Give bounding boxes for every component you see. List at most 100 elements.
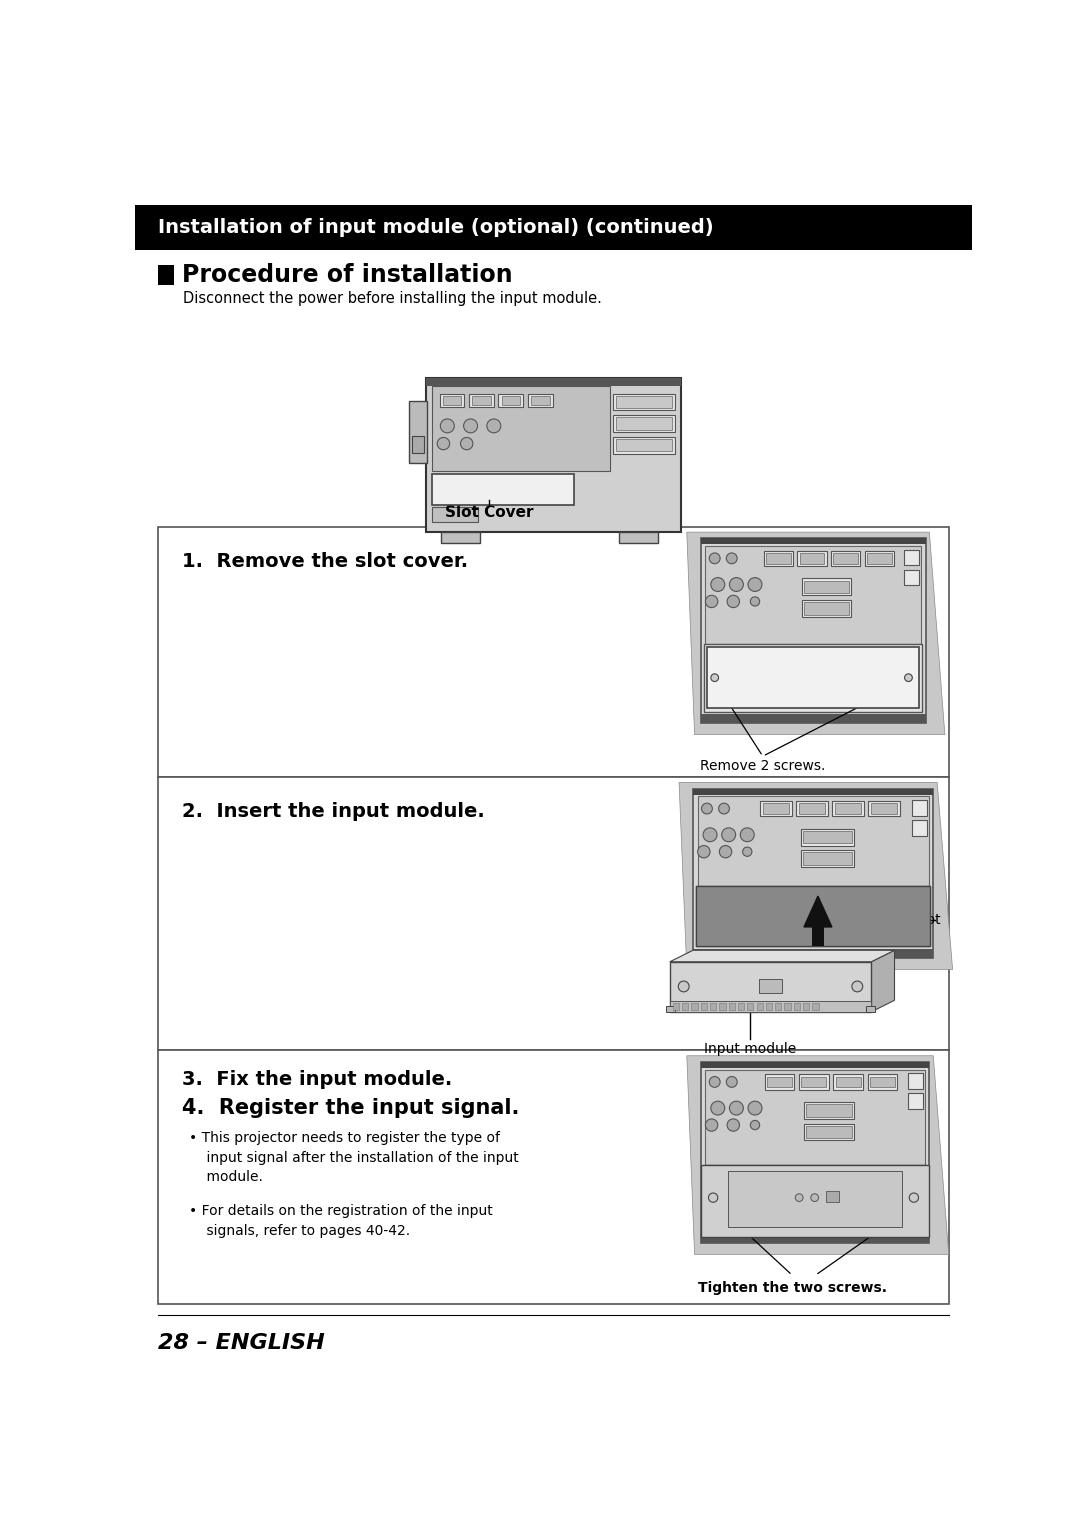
Bar (432, 386, 610, 471)
Bar (499, 394, 524, 408)
Bar (764, 550, 793, 567)
Bar (804, 1003, 809, 1011)
Bar (867, 553, 892, 564)
Bar (159, 527, 948, 777)
Circle shape (748, 577, 762, 591)
Text: Remove 2 screws.: Remove 2 screws. (700, 759, 825, 773)
Bar (797, 550, 826, 567)
Bar (701, 538, 926, 723)
Circle shape (909, 1192, 918, 1203)
Bar (801, 850, 854, 867)
Bar (904, 570, 919, 585)
Bar (798, 803, 825, 814)
Circle shape (729, 1101, 743, 1115)
Bar (801, 1077, 826, 1088)
Circle shape (751, 1121, 759, 1130)
Bar (766, 1003, 772, 1011)
Bar (673, 1003, 679, 1011)
Circle shape (705, 595, 718, 608)
Bar (835, 803, 861, 814)
Text: Procedure of installation: Procedure of installation (181, 264, 512, 286)
Bar (801, 829, 854, 845)
Bar (670, 962, 872, 1012)
Bar (701, 1165, 930, 1238)
Bar (432, 506, 478, 523)
Bar (738, 1003, 744, 1011)
Bar (697, 886, 930, 947)
Bar (867, 1074, 897, 1089)
Circle shape (710, 1077, 720, 1088)
Bar (826, 1191, 839, 1203)
Circle shape (852, 982, 863, 992)
Bar (469, 394, 494, 408)
Text: Disconnect the power before installing the input module.: Disconnect the power before installing t… (183, 291, 602, 306)
Circle shape (710, 553, 720, 564)
Bar (501, 395, 521, 405)
Bar (159, 777, 948, 1050)
Bar (426, 379, 681, 386)
Bar (159, 1050, 948, 1304)
Bar (693, 789, 933, 957)
Text: 2.  Insert the input module.: 2. Insert the input module. (181, 801, 484, 821)
Text: Slot: Slot (914, 914, 941, 927)
Circle shape (708, 1192, 718, 1203)
Bar (683, 1003, 688, 1011)
Polygon shape (670, 950, 894, 962)
Text: Tighten the two screws.: Tighten the two screws. (698, 1280, 887, 1294)
Bar (707, 647, 919, 709)
Bar (701, 1003, 707, 1011)
Circle shape (437, 438, 449, 450)
Bar (805, 603, 849, 615)
Bar (870, 1077, 895, 1088)
Bar (760, 801, 792, 817)
Text: 4.  Register the input signal.: 4. Register the input signal. (181, 1098, 518, 1118)
Bar (767, 1077, 792, 1088)
Circle shape (740, 827, 754, 842)
Bar (866, 1006, 875, 1012)
Bar (698, 797, 929, 886)
Bar (472, 395, 490, 405)
Bar (796, 801, 827, 817)
Circle shape (463, 420, 477, 433)
Circle shape (905, 674, 913, 682)
Circle shape (718, 803, 729, 814)
Bar (705, 1070, 924, 1165)
Bar (719, 1003, 726, 1011)
Text: Input module: Input module (704, 1042, 796, 1056)
Bar (701, 1062, 930, 1068)
Bar (759, 979, 782, 992)
Circle shape (711, 577, 725, 591)
Bar (912, 800, 927, 815)
Bar (801, 579, 851, 595)
Bar (619, 532, 658, 542)
Bar (159, 265, 174, 285)
Bar (904, 550, 919, 565)
Bar (907, 1094, 923, 1109)
Polygon shape (872, 950, 894, 1012)
Polygon shape (804, 897, 832, 927)
Circle shape (711, 674, 718, 682)
Bar (868, 801, 900, 817)
Bar (765, 1074, 795, 1089)
Bar (704, 644, 922, 712)
Bar (617, 418, 672, 430)
Bar (701, 714, 926, 723)
Circle shape (743, 847, 752, 856)
Bar (704, 1165, 927, 1232)
Bar (528, 394, 553, 408)
Bar (531, 395, 550, 405)
Bar (804, 1101, 854, 1120)
Circle shape (702, 803, 713, 814)
Bar (617, 395, 672, 408)
Bar (729, 1003, 734, 1011)
Circle shape (460, 438, 473, 450)
Bar (812, 927, 824, 947)
Bar (408, 401, 428, 464)
Bar (670, 1001, 872, 1012)
Circle shape (727, 553, 738, 564)
Bar (766, 553, 791, 564)
Bar (801, 600, 851, 617)
Bar (784, 1003, 791, 1011)
Text: Slot Cover: Slot Cover (445, 506, 534, 520)
Polygon shape (687, 1056, 948, 1254)
